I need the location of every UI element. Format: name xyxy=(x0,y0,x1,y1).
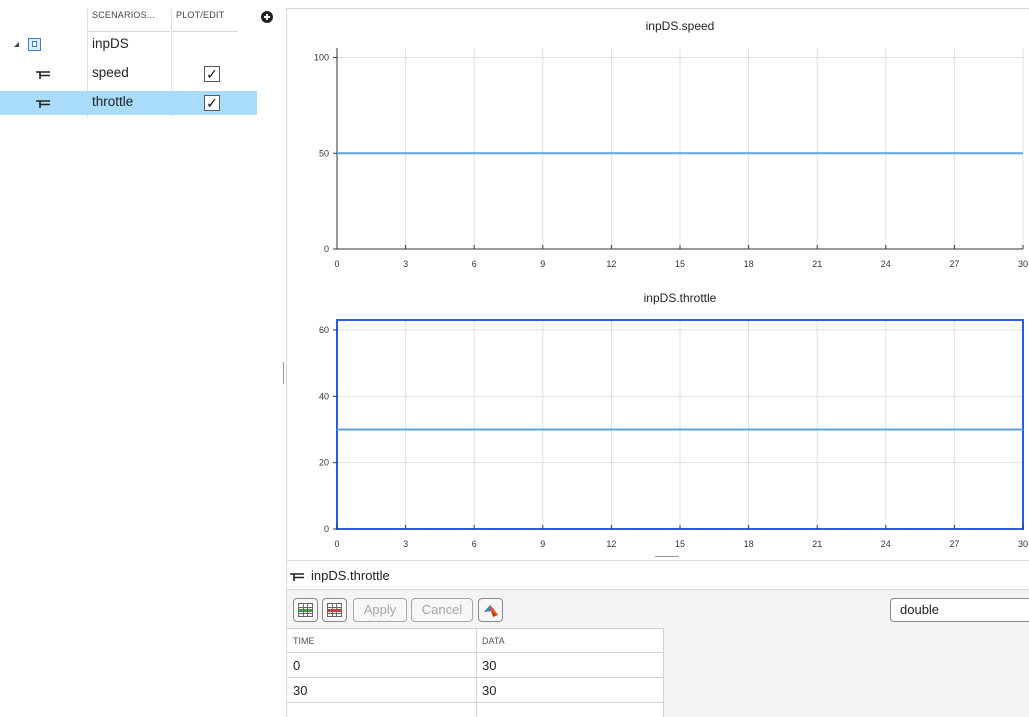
x-tick-label: 6 xyxy=(472,539,477,549)
table-column-divider xyxy=(476,629,477,717)
x-tick-label: 15 xyxy=(675,539,685,549)
x-tick-label: 18 xyxy=(744,259,754,269)
y-tick-label: 100 xyxy=(314,53,329,63)
matlab-logo-icon xyxy=(484,605,498,617)
signal-name: speed xyxy=(92,65,129,80)
y-tick-label: 0 xyxy=(324,244,329,254)
data-type-select[interactable]: double xyxy=(890,598,1029,622)
x-tick-label: 21 xyxy=(812,539,822,549)
y-tick-label: 40 xyxy=(319,391,329,401)
insert-row-icon xyxy=(298,603,313,617)
matlab-button[interactable] xyxy=(478,598,503,622)
y-tick-label: 60 xyxy=(319,325,329,335)
tree-row-signal-throttle[interactable]: throttle ✓ xyxy=(0,91,257,115)
chart-title: inpDS.speed xyxy=(646,19,715,33)
table-header-row: TIME DATA xyxy=(287,629,664,653)
triangle-expanded-icon[interactable] xyxy=(14,42,19,47)
column-header-scenarios[interactable]: SCENARIOS... xyxy=(92,10,155,20)
editor-signal-label: inpDS.throttle xyxy=(311,568,390,583)
header-underline xyxy=(172,31,238,32)
data-cell[interactable]: 30 xyxy=(482,683,497,698)
signal-tree-panel: SCENARIOS... PLOT/EDIT inpDS speed ✓ thr… xyxy=(0,0,273,717)
column-header-plot-edit[interactable]: PLOT/EDIT xyxy=(176,10,225,20)
vertical-splitter-grip[interactable] xyxy=(283,362,284,384)
x-tick-label: 24 xyxy=(881,539,891,549)
tree-row-dataset[interactable]: inpDS xyxy=(0,33,257,57)
x-tick-label: 0 xyxy=(334,259,339,269)
y-tick-label: 20 xyxy=(319,458,329,468)
table-row[interactable]: 30 30 xyxy=(287,679,664,703)
table-row[interactable]: 0 30 xyxy=(287,654,664,678)
signal-name: throttle xyxy=(92,94,134,109)
signal-icon xyxy=(36,100,50,108)
signal-editor: inpDS.throttle Apply Cancel xyxy=(286,560,1029,717)
time-cell[interactable]: 30 xyxy=(293,683,308,698)
x-tick-label: 3 xyxy=(403,539,408,549)
x-tick-label: 6 xyxy=(472,259,477,269)
tree-row-signal-speed[interactable]: speed ✓ xyxy=(0,62,257,86)
x-tick-label: 21 xyxy=(812,259,822,269)
x-tick-label: 15 xyxy=(675,259,685,269)
editor-title-bar: inpDS.throttle xyxy=(287,560,1029,590)
x-tick-label: 30 xyxy=(1018,539,1028,549)
column-header-time[interactable]: TIME xyxy=(293,636,315,646)
apply-button[interactable]: Apply xyxy=(353,598,407,622)
data-table: TIME DATA 0 30 30 30 xyxy=(287,628,664,717)
x-tick-label: 9 xyxy=(540,539,545,549)
x-tick-label: 12 xyxy=(606,259,616,269)
plot-checkbox-throttle[interactable]: ✓ xyxy=(204,95,220,111)
y-tick-label: 0 xyxy=(324,524,329,534)
plus-circle-icon[interactable] xyxy=(261,11,273,23)
signal-icon xyxy=(36,71,50,79)
y-tick-label: 50 xyxy=(319,148,329,158)
delete-row-button[interactable] xyxy=(322,598,347,622)
column-divider xyxy=(87,9,88,118)
insert-row-button[interactable] xyxy=(293,598,318,622)
chart-title: inpDS.throttle xyxy=(644,291,717,305)
plot-area: inpDS.speed 0 3 6 9 12 15 18 21 24 27 30 0 50 100 inpDS… xyxy=(286,8,1029,560)
data-cell[interactable]: 30 xyxy=(482,658,497,673)
column-divider xyxy=(171,9,172,118)
dataset-name: inpDS xyxy=(92,36,129,51)
x-tick-label: 0 xyxy=(334,539,339,549)
signal-icon xyxy=(290,573,304,581)
x-tick-label: 9 xyxy=(540,259,545,269)
plot-checkbox-speed[interactable]: ✓ xyxy=(204,66,220,82)
cancel-button[interactable]: Cancel xyxy=(411,598,473,622)
delete-row-icon xyxy=(327,603,342,617)
x-tick-label: 3 xyxy=(403,259,408,269)
horizontal-splitter-grip[interactable] xyxy=(655,556,679,557)
column-header-data[interactable]: DATA xyxy=(482,636,505,646)
x-tick-label: 30 xyxy=(1018,259,1028,269)
x-tick-label: 27 xyxy=(949,539,959,549)
x-tick-label: 27 xyxy=(949,259,959,269)
header-underline xyxy=(88,31,170,32)
dataset-cube-icon xyxy=(28,38,41,51)
time-cell[interactable]: 0 xyxy=(293,658,301,673)
x-tick-label: 12 xyxy=(606,539,616,549)
x-tick-label: 24 xyxy=(881,259,891,269)
x-tick-label: 18 xyxy=(744,539,754,549)
editor-toolbar: Apply Cancel double xyxy=(287,590,1029,628)
